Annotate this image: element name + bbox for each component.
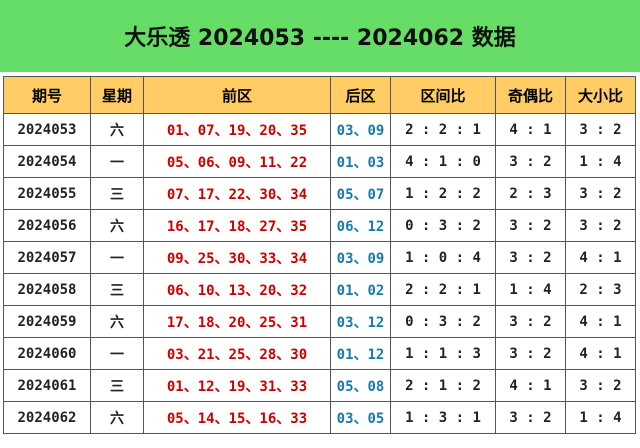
table-cell: 05、07	[330, 177, 391, 210]
table-cell: 3 : 2	[495, 401, 566, 434]
table-cell: 01、12、19、31、33	[143, 369, 331, 402]
table-cell: 2 : 2 : 1	[390, 113, 496, 146]
table-cell: 2024053	[3, 113, 91, 146]
table-cell: 3 : 2	[495, 241, 566, 274]
table-cell: 3 : 2	[495, 145, 566, 178]
table-cell: 2024060	[3, 337, 91, 370]
table-cell: 4 : 1 : 0	[390, 145, 496, 178]
table-cell: 1 : 0 : 4	[390, 241, 496, 274]
table-cell: 03、12	[330, 305, 391, 338]
table-cell: 4 : 1	[565, 305, 636, 338]
table-cell: 2024055	[3, 177, 91, 210]
data-table: 期号 星期 前区 后区 区间比 奇偶比 大小比 2024053 六 01、07、19、20、35…	[3, 76, 636, 434]
table-cell: 1 : 3 : 1	[390, 401, 496, 434]
header-cell: 前区	[143, 76, 331, 114]
table-cell: 3 : 2	[565, 113, 636, 146]
table-cell: 2024059	[3, 305, 91, 338]
table-cell: 2024058	[3, 273, 91, 306]
table-cell: 1 : 1 : 3	[390, 337, 496, 370]
table-cell: 3 : 2	[565, 369, 636, 402]
table-cell: 17、18、20、25、31	[143, 305, 331, 338]
table-cell: 16、17、18、27、35	[143, 209, 331, 242]
table-cell: 0 : 3 : 2	[390, 209, 496, 242]
table-cell: 1 : 4	[495, 273, 566, 306]
table-cell: 1 : 2 : 2	[390, 177, 496, 210]
table-cell: 一	[90, 145, 144, 178]
table-cell: 六	[90, 401, 144, 434]
table-cell: 六	[90, 113, 144, 146]
table-cell: 2 : 3	[495, 177, 566, 210]
table-cell: 2 : 2 : 1	[390, 273, 496, 306]
table-cell: 4 : 1	[495, 369, 566, 402]
table-cell: 三	[90, 273, 144, 306]
table-cell: 1 : 4	[565, 145, 636, 178]
table-cell: 一	[90, 241, 144, 274]
header-cell: 后区	[330, 76, 391, 114]
table-cell: 3 : 2	[495, 305, 566, 338]
table-cell: 六	[90, 209, 144, 242]
table-cell: 03、09	[330, 241, 391, 274]
header-cell: 期号	[3, 76, 91, 114]
table-cell: 2024056	[3, 209, 91, 242]
table-cell: 2024057	[3, 241, 91, 274]
table-cell: 03、21、25、28、30	[143, 337, 331, 370]
header-cell: 区间比	[390, 76, 496, 114]
header-cell: 大小比	[565, 76, 636, 114]
table-cell: 2024062	[3, 401, 91, 434]
table-cell: 03、09	[330, 113, 391, 146]
title: 大乐透 2024053 ---- 2024062 数据	[0, 0, 640, 72]
table-cell: 4 : 1	[565, 337, 636, 370]
header-row: 期号 星期 前区 后区 区间比 奇偶比 大小比	[3, 76, 636, 114]
table-cell: 0 : 3 : 2	[390, 305, 496, 338]
table-cell: 01、12	[330, 337, 391, 370]
table-cell: 06、10、13、20、32	[143, 273, 331, 306]
table-cell: 3 : 2	[565, 209, 636, 242]
table-cell: 06、12	[330, 209, 391, 242]
table-cell: 1 : 4	[565, 401, 636, 434]
table-cell: 三	[90, 369, 144, 402]
header-cell: 奇偶比	[495, 76, 566, 114]
table-cell: 01、02	[330, 273, 391, 306]
table-cell: 2 : 3	[565, 273, 636, 306]
table-cell: 三	[90, 177, 144, 210]
table-cell: 3 : 2	[495, 209, 566, 242]
table-cell: 六	[90, 305, 144, 338]
table-cell: 01、07、19、20、35	[143, 113, 331, 146]
table-cell: 3 : 2	[495, 337, 566, 370]
table-cell: 09、25、30、33、34	[143, 241, 331, 274]
table-cell: 2 : 1 : 2	[390, 369, 496, 402]
table-cell: 4 : 1	[495, 113, 566, 146]
header-cell: 星期	[90, 76, 144, 114]
table-cell: 4 : 1	[565, 241, 636, 274]
table-cell: 2024054	[3, 145, 91, 178]
table-cell: 2024061	[3, 369, 91, 402]
table-cell: 05、08	[330, 369, 391, 402]
table-cell: 3 : 2	[565, 177, 636, 210]
table-cell: 05、06、09、11、22	[143, 145, 331, 178]
table-cell: 一	[90, 337, 144, 370]
table-cell: 01、03	[330, 145, 391, 178]
table-cell: 07、17、22、30、34	[143, 177, 331, 210]
table-cell: 05、14、15、16、33	[143, 401, 331, 434]
table-cell: 03、05	[330, 401, 391, 434]
